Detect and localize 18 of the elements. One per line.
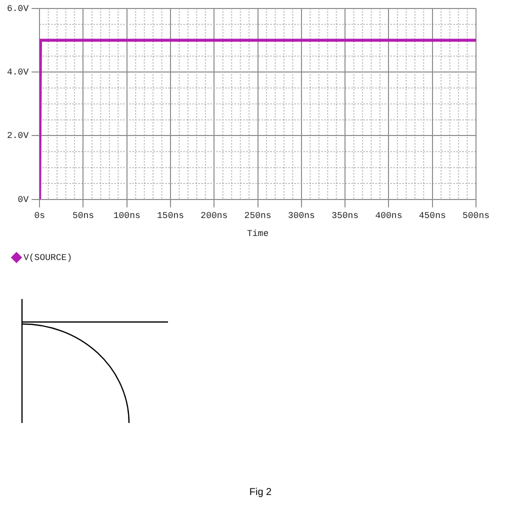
legend-label: V(SOURCE) <box>24 252 72 263</box>
y-tick-label: 2.0V <box>6 131 30 142</box>
y-tick-label: 6.0V <box>6 4 30 14</box>
x-tick-label: 200ns <box>200 211 228 222</box>
x-tick-label: 50ns <box>72 211 94 222</box>
x-tick-label: 300ns <box>288 211 315 222</box>
x-tick-label: 100ns <box>113 211 140 222</box>
x-tick-label: 350ns <box>332 211 359 222</box>
y-tick-label: 0V <box>18 194 30 205</box>
x-tick-label: 400ns <box>375 211 402 222</box>
x-tick-label: 0s <box>34 211 46 222</box>
x-tick-label: 250ns <box>244 211 272 222</box>
y-tick-label: 4.0V <box>6 67 30 78</box>
x-tick-label: 150ns <box>157 211 184 222</box>
caption: Fig 2 <box>248 487 273 498</box>
x-axis-title: Time <box>246 228 269 239</box>
x-tick-label: 450ns <box>418 211 446 222</box>
x-tick-label: 500ns <box>462 211 490 222</box>
